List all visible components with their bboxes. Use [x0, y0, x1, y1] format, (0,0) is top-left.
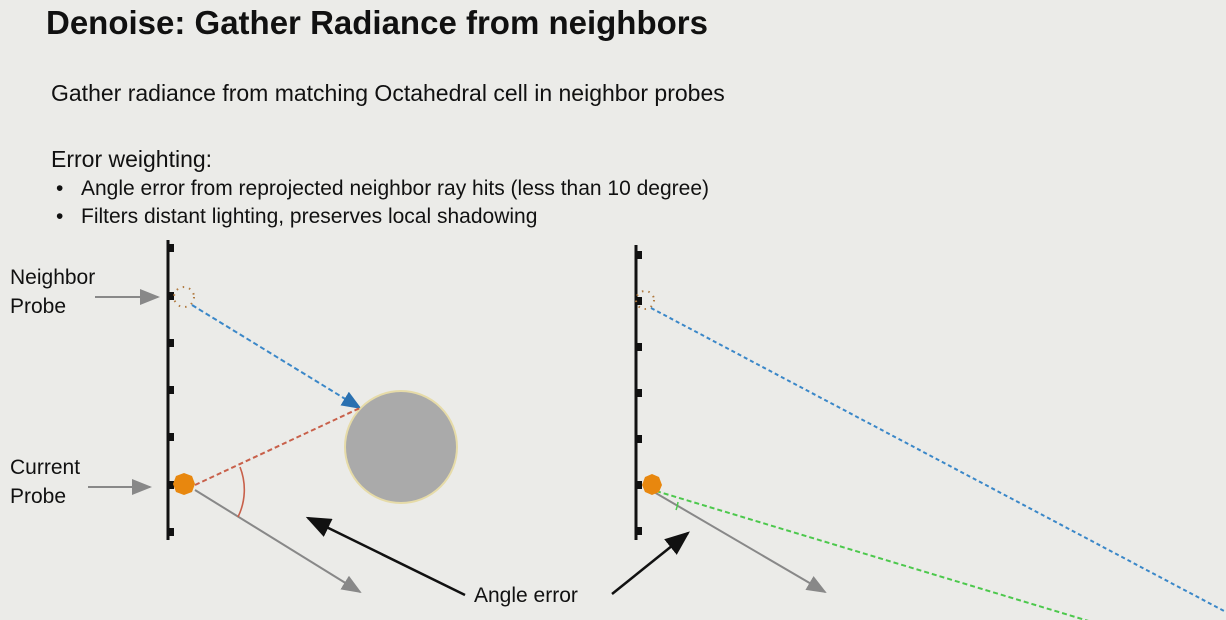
angle-error-pointer-left: [305, 516, 466, 597]
label-line: Current: [10, 456, 81, 479]
current-ray: [653, 491, 827, 594]
probe-grid-ticks: [168, 244, 174, 536]
angle-arc: [237, 466, 246, 518]
bullet-text: Angle error from reprojected neighbor ra…: [81, 177, 709, 200]
probe-grid-ticks: [636, 251, 642, 535]
bullet-item: • Filters distant lighting, preserves loc…: [56, 205, 538, 228]
reprojected-ray: [655, 490, 1089, 620]
neighbor-ray: [191, 304, 362, 410]
label-line: Probe: [10, 295, 67, 318]
current-probe-label: Current Probe: [10, 453, 80, 511]
angle-error-pointer-right: [611, 531, 690, 595]
bullet-item: • Angle error from reprojected neighbor r…: [56, 177, 709, 200]
left-diagram: [88, 240, 466, 597]
neighbor-probe-label: Neighbor Probe: [10, 263, 95, 321]
slide-title: Denoise: Gather Radiance from neighbors: [46, 4, 708, 41]
angle-arc: [675, 501, 679, 511]
slide-subtitle: Gather radiance from matching Octahedral…: [51, 80, 725, 106]
label-line: Probe: [10, 485, 67, 508]
bullet-text: Filters distant lighting, preserves loca…: [81, 205, 538, 228]
current-ray: [194, 489, 362, 594]
label-line: Neighbor: [10, 266, 96, 289]
current-probe-icon: [642, 474, 662, 495]
occluder-sphere: [344, 390, 458, 504]
reprojected-ray: [194, 407, 361, 486]
neighbor-probe-icon: [173, 286, 195, 308]
current-probe-icon: [173, 473, 195, 495]
neighbor-probe-icon: [635, 290, 655, 310]
neighbor-ray: [650, 307, 1226, 613]
angle-error-label: Angle error: [474, 584, 578, 607]
error-weighting-heading: Error weighting:: [51, 146, 213, 172]
right-diagram: [611, 245, 1226, 620]
